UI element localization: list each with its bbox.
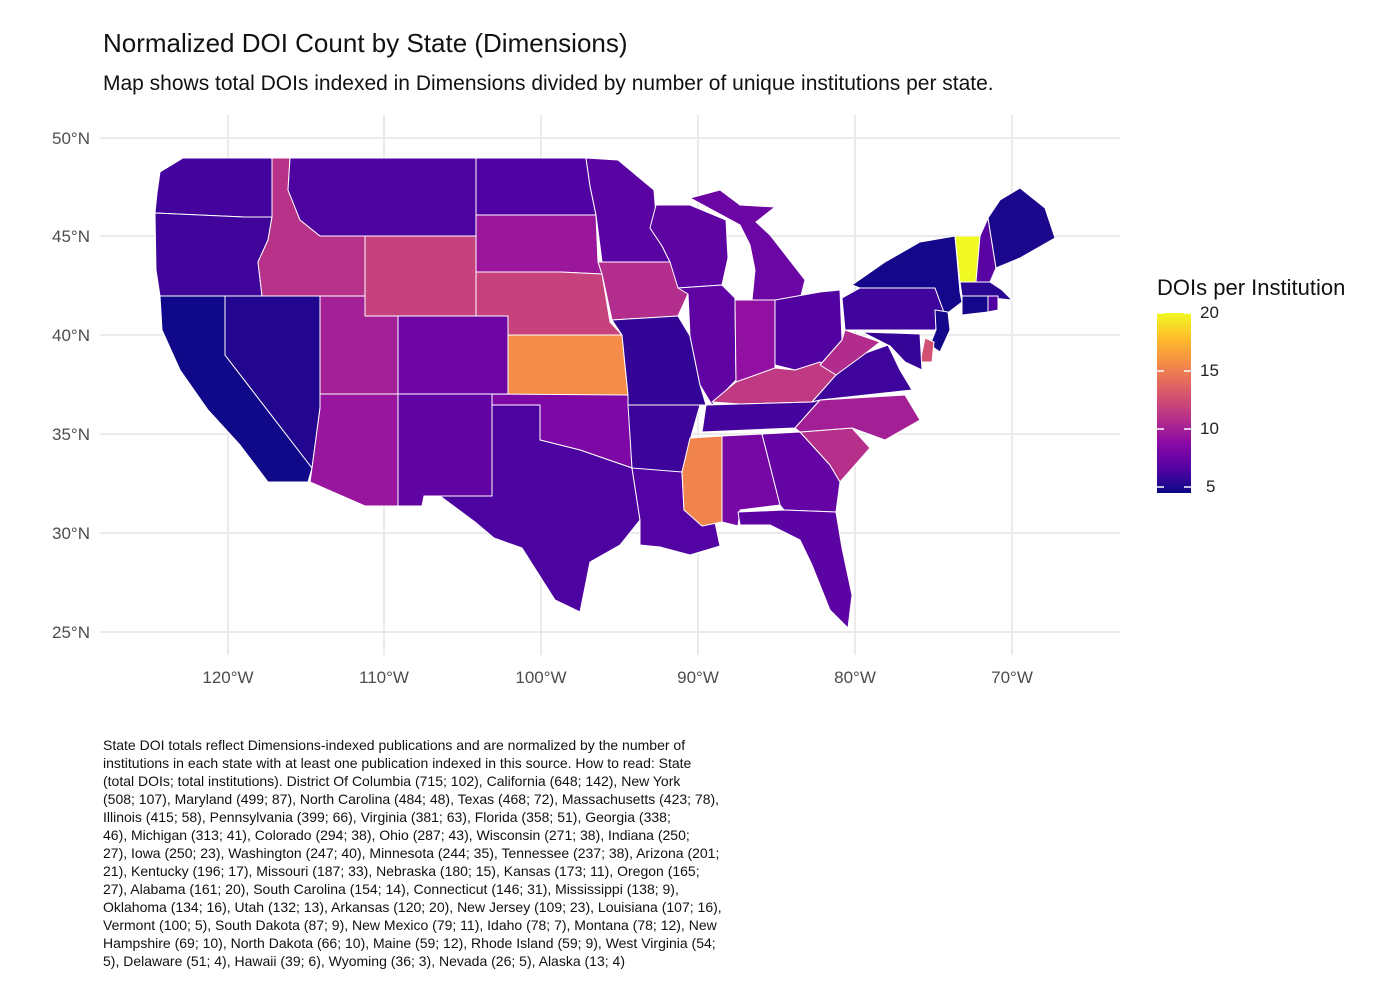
state-montana[interactable]: [287, 157, 477, 237]
y-tick-label: 45°N: [52, 227, 90, 246]
legend-tick-label: 15: [1200, 361, 1219, 380]
x-tick-label: 100°W: [515, 668, 566, 687]
state-mississippi[interactable]: [681, 435, 723, 527]
legend-tick-label: 10: [1200, 419, 1219, 438]
caption-line: 5), Delaware (51; 4), Hawaii (39; 6), Wy…: [103, 953, 625, 969]
x-axis: 120°W 110°W 100°W 90°W 80°W 70°W: [202, 668, 1032, 687]
state-north-dakota[interactable]: [475, 157, 597, 216]
x-tick-label: 110°W: [359, 668, 409, 687]
state-maryland[interactable]: [861, 331, 923, 371]
legend-colorbar: [1157, 312, 1191, 493]
legend-title: DOIs per Institution: [1157, 275, 1346, 300]
state-arizona[interactable]: [309, 393, 399, 507]
state-delaware[interactable]: [919, 337, 935, 363]
caption-line: Vermont (100; 5), South Dakota (87; 9), …: [103, 917, 717, 933]
y-axis: 50°N 45°N 40°N 35°N 30°N 25°N: [52, 129, 90, 642]
chart-title: Normalized DOI Count by State (Dimension…: [103, 28, 628, 58]
x-tick-label: 120°W: [202, 668, 253, 687]
x-tick-label: 80°W: [834, 668, 876, 687]
us-states-layer: [154, 157, 1056, 629]
caption-line: 21), Kentucky (196; 17), Missouri (187; …: [103, 863, 700, 879]
caption-line: Illinois (415; 58), Pennsylvania (399; 6…: [103, 809, 671, 825]
state-maine[interactable]: [987, 187, 1056, 269]
state-west-virginia[interactable]: [819, 329, 881, 376]
y-tick-label: 50°N: [52, 129, 90, 148]
state-north-carolina[interactable]: [794, 394, 921, 441]
state-texas[interactable]: [439, 404, 641, 613]
caption-line: (total DOIs; total institutions). Distri…: [103, 773, 681, 789]
state-michigan[interactable]: [689, 189, 806, 301]
state-south-dakota[interactable]: [475, 214, 603, 275]
state-washington[interactable]: [154, 157, 273, 218]
state-new-jersey[interactable]: [929, 309, 951, 353]
state-colorado[interactable]: [397, 315, 509, 395]
state-new-york[interactable]: [851, 235, 963, 316]
y-tick-label: 30°N: [52, 524, 90, 543]
caption-line: 27), Alabama (161; 20), South Carolina (…: [103, 881, 679, 897]
state-oregon[interactable]: [154, 212, 273, 297]
caption-line: institutions in each state with at least…: [103, 755, 692, 771]
caption-line: Hampshire (69; 10), North Dakota (66; 10…: [103, 935, 716, 951]
state-new-mexico[interactable]: [397, 393, 493, 507]
state-rhode-island[interactable]: [987, 295, 999, 313]
y-tick-label: 35°N: [52, 425, 90, 444]
x-tick-label: 70°W: [991, 668, 1033, 687]
state-kansas[interactable]: [507, 334, 629, 396]
state-pennsylvania[interactable]: [841, 287, 946, 331]
caption-line: Oklahoma (134; 16), Utah (132; 13), Arka…: [103, 899, 722, 915]
state-new-hampshire[interactable]: [975, 217, 997, 283]
state-wyoming[interactable]: [364, 235, 477, 317]
state-connecticut[interactable]: [961, 295, 989, 316]
caption-line: 46), Michigan (313; 41), Colorado (294; …: [103, 827, 690, 843]
y-tick-label: 25°N: [52, 623, 90, 642]
chart-subtitle: Map shows total DOIs indexed in Dimensio…: [103, 72, 994, 95]
legend-tick-label: 20: [1200, 303, 1219, 322]
caption-line: 27), Iowa (250; 23), Washington (247; 40…: [103, 845, 720, 861]
state-florida[interactable]: [737, 509, 853, 629]
legend-tick-label: 5: [1206, 477, 1216, 496]
caption-line: (508; 107), Maryland (499; 87), North Ca…: [103, 791, 720, 807]
y-tick-label: 40°N: [52, 326, 90, 345]
x-tick-label: 90°W: [677, 668, 719, 687]
caption: State DOI totals reflect Dimensions-inde…: [103, 736, 883, 970]
caption-line: State DOI totals reflect Dimensions-inde…: [103, 737, 686, 753]
